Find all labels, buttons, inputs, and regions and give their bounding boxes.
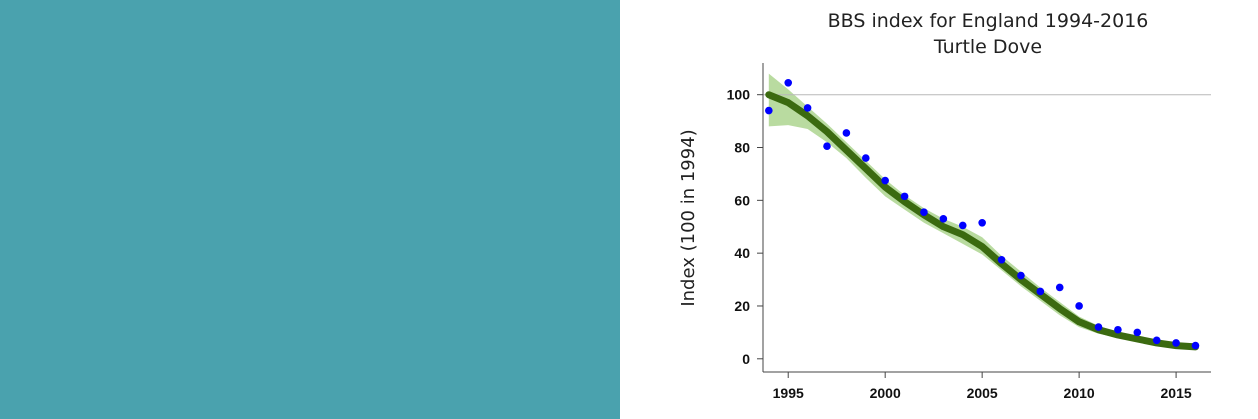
y-tick-label: 80 xyxy=(734,140,750,156)
x-tick-label: 2015 xyxy=(1161,385,1192,401)
data-point xyxy=(939,215,948,223)
data-point xyxy=(1191,341,1200,350)
teal-panel xyxy=(0,0,620,419)
x-tick-label: 2005 xyxy=(967,385,998,401)
data-point xyxy=(1036,287,1045,296)
data-point xyxy=(1075,302,1083,310)
data-point xyxy=(784,79,793,87)
data-point xyxy=(958,221,967,230)
data-point xyxy=(842,129,851,137)
data-point xyxy=(920,208,928,217)
data-point xyxy=(900,192,909,201)
x-tick-label: 2010 xyxy=(1064,385,1095,401)
data-point xyxy=(1055,283,1064,292)
y-tick-label: 0 xyxy=(742,351,750,367)
data-point xyxy=(1133,328,1142,337)
data-point xyxy=(1172,339,1180,347)
x-tick-label: 1995 xyxy=(773,385,804,401)
y-axis-label: Index (100 in 1994) xyxy=(678,129,699,306)
chart-subtitle: Turtle Dove xyxy=(933,36,1042,58)
data-point xyxy=(803,104,812,112)
data-point xyxy=(765,106,773,115)
data-point xyxy=(978,218,986,227)
chart-title: BBS index for England 1994-2016 xyxy=(828,10,1149,32)
trend-line xyxy=(765,91,1199,351)
x-tick-label: 2000 xyxy=(870,385,901,401)
data-point xyxy=(881,176,889,185)
confidence-band xyxy=(768,73,1196,350)
y-tick-label: 100 xyxy=(727,87,751,103)
data-point xyxy=(1094,323,1103,331)
y-tick-label: 60 xyxy=(734,192,750,208)
data-point xyxy=(997,255,1006,264)
data-point xyxy=(823,142,831,150)
y-tick-label: 40 xyxy=(734,245,750,261)
chart-svg: BBS index for England 1994-2016 Turtle D… xyxy=(678,10,1211,401)
data-point xyxy=(861,154,870,162)
data-point xyxy=(1114,325,1122,334)
y-tick-label: 20 xyxy=(734,298,750,314)
data-point xyxy=(1152,336,1161,345)
chart-panel: BBS index for England 1994-2016 Turtle D… xyxy=(620,0,1258,419)
data-point xyxy=(1017,271,1025,280)
